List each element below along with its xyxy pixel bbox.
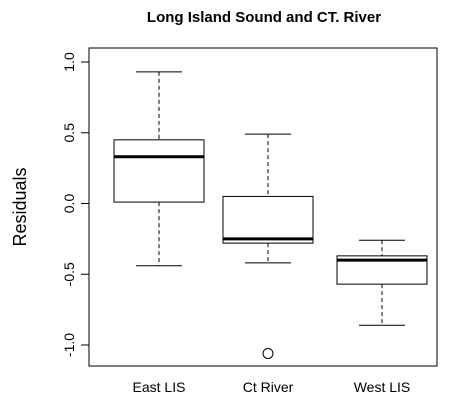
x-tick-label: East LIS <box>133 379 186 395</box>
y-tick-label: 0.0 <box>61 194 77 214</box>
boxes-layer <box>113 71 428 359</box>
y-tick-label: -1.0 <box>61 333 77 357</box>
box-1 <box>222 195 314 244</box>
y-tick-label: 0.5 <box>61 123 77 143</box>
plot-frame <box>88 47 438 367</box>
x-axis: East LIS Ct River West LIS <box>133 379 411 395</box>
chart-title: Long Island Sound and CT. River <box>147 9 381 26</box>
x-tick-label: West LIS <box>354 379 411 395</box>
x-tick-label: Ct River <box>243 379 294 395</box>
y-tick-label: -0.5 <box>61 262 77 286</box>
y-axis-label: Residuals <box>10 167 30 246</box>
y-axis: 1.0 0.5 0.0 -0.5 -1.0 <box>61 52 89 357</box>
y-tick-label: 1.0 <box>61 52 77 72</box>
outlier-point-1-0 <box>262 347 274 359</box>
box-0 <box>113 139 205 203</box>
